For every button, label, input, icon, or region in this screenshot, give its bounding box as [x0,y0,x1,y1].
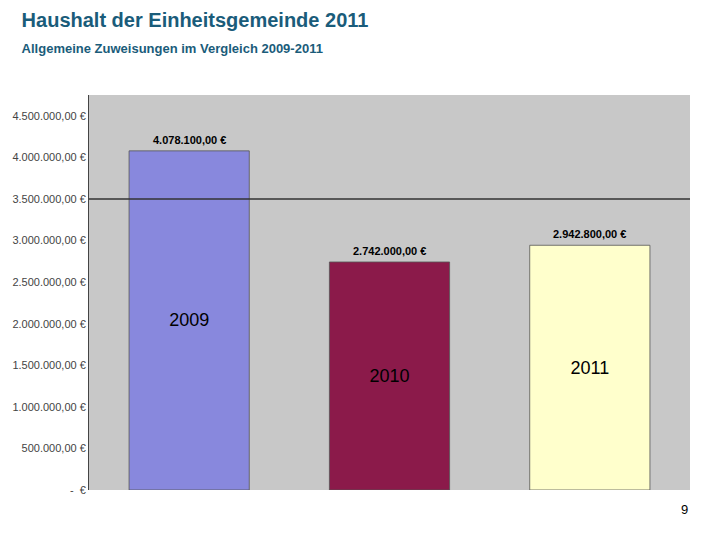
svg-text:2.000.000,00 €: 2.000.000,00 € [12,318,85,330]
svg-text:2009: 2009 [169,310,209,330]
svg-text:4.078.100,00 €: 4.078.100,00 € [153,134,226,146]
svg-text:2011: 2011 [570,358,609,378]
svg-text:3.000.000,00 €: 3.000.000,00 € [12,234,85,246]
svg-text:1.000.000,00 €: 1.000.000,00 € [12,401,85,413]
svg-text:Haushalt der Einheitsgemeinde: Haushalt der Einheitsgemeinde 2011Allgem… [22,9,369,56]
svg-text:9: 9 [681,502,688,517]
svg-text:500.000,00 €: 500.000,00 € [22,442,86,454]
svg-text:4.500.000,00 €: 4.500.000,00 € [12,110,85,122]
svg-text:2.742.000,00 €: 2.742.000,00 € [353,245,426,257]
svg-text:1.500.000,00 €: 1.500.000,00 € [12,359,85,371]
svg-text:- €: - € [70,484,86,496]
svg-text:4.000.000,00 €: 4.000.000,00 € [12,151,85,163]
svg-text:3.500.000,00 €: 3.500.000,00 € [12,193,85,205]
svg-text:2.942.800,00 €: 2.942.800,00 € [553,228,626,240]
svg-text:2010: 2010 [369,366,409,386]
svg-text:2.500.000,00 €: 2.500.000,00 € [12,276,85,288]
